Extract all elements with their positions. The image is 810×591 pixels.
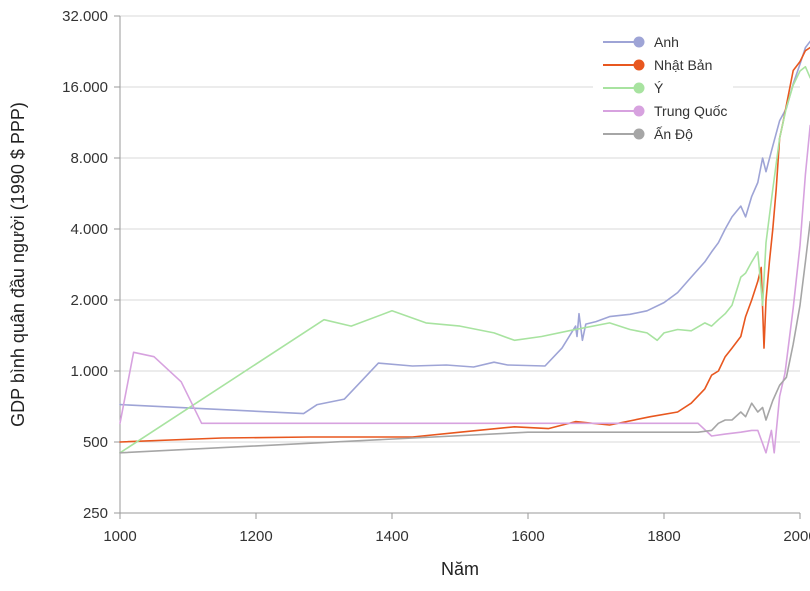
y-tick-label: 1.000 [70, 363, 108, 380]
grid-lines [120, 15, 800, 514]
legend: Anh Nhật Bản Ý Trung Quốc Ấn Độ [603, 34, 727, 142]
legend-marker [633, 36, 645, 48]
legend-label: Ấn Độ [654, 126, 693, 142]
legend-marker [633, 59, 645, 71]
legend-marker [633, 105, 645, 117]
x-tick-label: 1600 [511, 528, 544, 545]
legend-label: Trung Quốc [654, 103, 727, 119]
x-tick-label: 2000 [783, 528, 810, 545]
x-tick-label: 1800 [647, 528, 680, 545]
x-tick-label: 1200 [239, 528, 272, 545]
y-axis-title: GDP bình quân đầu người (1990 $ PPP) [8, 102, 28, 427]
legend-label: Anh [654, 34, 679, 50]
x-axis-ticks: 1000 1200 1400 1600 1800 2000 [103, 513, 810, 545]
legend-label: Ý [654, 80, 664, 96]
y-tick-label: 16.000 [62, 79, 108, 96]
series-line [119, 124, 810, 454]
series-line [119, 65, 810, 454]
x-tick-label: 1000 [103, 528, 136, 545]
y-axis-ticks: 250 500 1.000 2.000 4.000 8.000 16.000 32.000 [62, 8, 120, 522]
y-tick-label: 250 [83, 505, 108, 522]
series-line [119, 220, 810, 454]
y-tick-label: 500 [83, 434, 108, 451]
x-axis-title: Năm [441, 559, 479, 579]
x-tick-label: 1400 [375, 528, 408, 545]
series-lines [119, 40, 810, 454]
series-line [119, 40, 810, 415]
legend-label: Nhật Bản [654, 57, 712, 73]
y-tick-label: 2.000 [70, 292, 108, 309]
y-tick-label: 32.000 [62, 8, 108, 25]
legend-marker [633, 82, 645, 94]
y-tick-label: 4.000 [70, 221, 108, 238]
legend-marker [633, 128, 645, 140]
y-tick-label: 8.000 [70, 150, 108, 167]
